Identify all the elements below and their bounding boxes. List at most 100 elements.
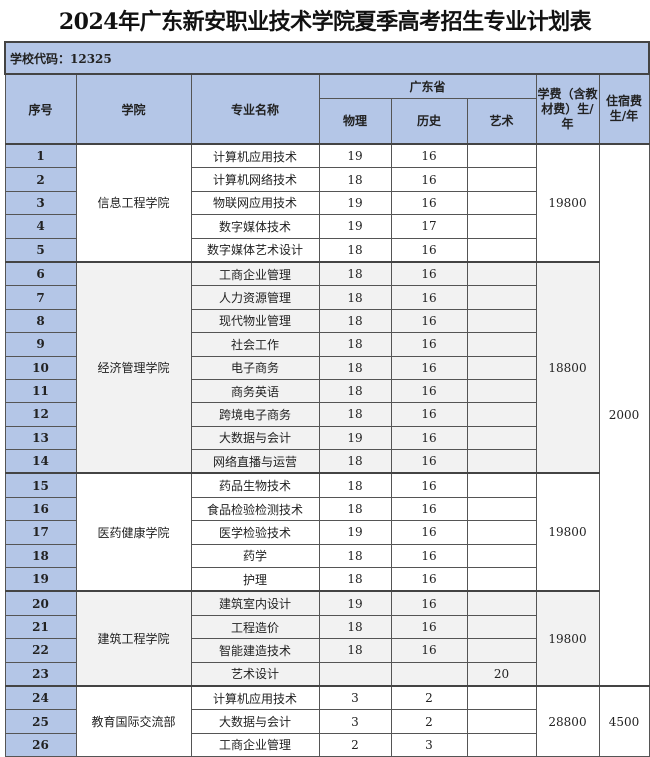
physics-cell: 18 bbox=[318, 167, 392, 192]
major-cell: 社会工作 bbox=[190, 332, 320, 357]
physics-cell: 19 bbox=[318, 214, 392, 239]
table-row: 17 医学检验技术 19 16 bbox=[4, 520, 649, 545]
seq-cell: 21 bbox=[4, 614, 77, 640]
physics-cell bbox=[318, 661, 392, 687]
history-cell: 16 bbox=[390, 308, 468, 334]
art-cell bbox=[466, 378, 537, 404]
table-row: 19 护理 18 16 bbox=[4, 567, 649, 592]
major-cell: 药品生物技术 bbox=[190, 472, 320, 498]
art-cell bbox=[466, 567, 537, 592]
header-physics: 物理 bbox=[318, 97, 392, 145]
table-row: 4 数字媒体技术 19 17 bbox=[4, 214, 649, 239]
history-cell: 16 bbox=[390, 402, 468, 427]
seq-cell: 12 bbox=[4, 402, 77, 427]
art-cell bbox=[466, 590, 537, 616]
history-cell: 16 bbox=[390, 425, 468, 451]
history-cell: 16 bbox=[390, 520, 468, 545]
header-major: 专业名称 bbox=[190, 73, 320, 145]
table-row: 24 教育国际交流部 计算机应用技术 3 2 28800 4500 bbox=[4, 684, 650, 757]
history-cell: 16 bbox=[390, 567, 468, 592]
table-row: 9 社会工作 18 16 bbox=[4, 332, 649, 357]
art-cell bbox=[466, 496, 537, 522]
seq-cell: 13 bbox=[4, 425, 77, 451]
seq-cell: 1 bbox=[4, 143, 77, 169]
major-cell: 人力资源管理 bbox=[190, 285, 320, 310]
major-cell: 电子商务 bbox=[190, 355, 320, 380]
table-row: 22 智能建造技术 18 16 bbox=[4, 638, 649, 663]
table-row: 7 人力资源管理 18 16 bbox=[4, 285, 649, 310]
seq-cell: 23 bbox=[4, 661, 77, 687]
seq-cell: 5 bbox=[4, 237, 77, 263]
enrollment-plan-table: 学校代码：12325 序号 学院 专业名称 广东省 学费（含教材费）生/年 住宿… bbox=[4, 41, 650, 757]
art-cell bbox=[466, 214, 537, 239]
table-row: 13 大数据与会计 19 16 bbox=[4, 425, 649, 451]
physics-cell: 3 bbox=[318, 709, 392, 734]
history-cell: 16 bbox=[390, 143, 468, 169]
major-cell: 工商企业管理 bbox=[190, 732, 320, 757]
history-cell: 16 bbox=[390, 449, 468, 474]
seq-cell: 26 bbox=[4, 732, 77, 757]
physics-cell: 18 bbox=[318, 614, 392, 640]
major-cell: 网络直播与运营 bbox=[190, 449, 320, 474]
school-code: 学校代码：12325 bbox=[4, 41, 650, 75]
art-cell bbox=[466, 285, 537, 310]
seq-cell: 3 bbox=[4, 190, 77, 216]
major-cell: 药学 bbox=[190, 543, 320, 569]
table-row: 6 经济管理学院 工商企业管理 18 16 18800 bbox=[4, 260, 649, 474]
fee-cell: 19800 bbox=[535, 590, 600, 687]
history-cell: 16 bbox=[390, 590, 468, 616]
art-cell bbox=[466, 543, 537, 569]
seq-cell: 8 bbox=[4, 308, 77, 334]
table-row: 12 跨境电子商务 18 16 bbox=[4, 402, 649, 427]
dorm-fee-cell: 2000 bbox=[598, 143, 650, 687]
college-cell: 建筑工程学院 bbox=[75, 590, 192, 687]
physics-cell: 19 bbox=[318, 590, 392, 616]
table-row: 23 艺术设计 20 bbox=[4, 661, 649, 687]
major-cell: 护理 bbox=[190, 567, 320, 592]
table-row: 1 信息工程学院 计算机应用技术 19 16 19800 2000 bbox=[4, 143, 650, 687]
history-cell: 16 bbox=[390, 472, 468, 498]
fee-cell: 18800 bbox=[535, 260, 600, 474]
history-cell: 2 bbox=[390, 709, 468, 734]
major-cell: 计算机应用技术 bbox=[190, 684, 320, 711]
header-history: 历史 bbox=[390, 97, 468, 145]
college-cell: 信息工程学院 bbox=[75, 143, 192, 263]
fee-cell: 19800 bbox=[535, 143, 600, 263]
seq-cell: 19 bbox=[4, 567, 77, 592]
physics-cell: 19 bbox=[318, 143, 392, 169]
history-cell: 16 bbox=[390, 378, 468, 404]
table-row: 11 商务英语 18 16 bbox=[4, 378, 649, 404]
table-row: 8 现代物业管理 18 16 bbox=[4, 308, 649, 334]
physics-cell: 18 bbox=[318, 378, 392, 404]
college-cell: 经济管理学院 bbox=[75, 260, 192, 474]
art-cell bbox=[466, 402, 537, 427]
major-cell: 智能建造技术 bbox=[190, 638, 320, 663]
art-cell bbox=[466, 449, 537, 474]
header-dorm: 住宿费生/年 bbox=[598, 73, 650, 145]
art-cell bbox=[466, 355, 537, 380]
major-cell: 工程造价 bbox=[190, 614, 320, 640]
art-cell bbox=[466, 332, 537, 357]
seq-cell: 15 bbox=[4, 472, 77, 498]
header-art: 艺术 bbox=[466, 97, 537, 145]
seq-cell: 25 bbox=[4, 709, 77, 734]
physics-cell: 18 bbox=[318, 472, 392, 498]
history-cell: 3 bbox=[390, 732, 468, 757]
art-cell bbox=[466, 237, 537, 263]
art-cell bbox=[466, 143, 537, 169]
major-cell: 物联网应用技术 bbox=[190, 190, 320, 216]
art-cell bbox=[466, 684, 537, 711]
seq-cell: 17 bbox=[4, 520, 77, 545]
physics-cell: 18 bbox=[318, 285, 392, 310]
history-cell bbox=[390, 661, 468, 687]
physics-cell: 18 bbox=[318, 355, 392, 380]
college-cell: 教育国际交流部 bbox=[75, 684, 192, 757]
major-cell: 计算机网络技术 bbox=[190, 167, 320, 192]
table-row: 14 网络直播与运营 18 16 bbox=[4, 449, 649, 474]
art-cell bbox=[466, 472, 537, 498]
header-fee: 学费（含教材费）生/年 bbox=[535, 73, 600, 145]
history-cell: 2 bbox=[390, 684, 468, 711]
history-cell: 16 bbox=[390, 332, 468, 357]
table-row: 18 药学 18 16 bbox=[4, 543, 649, 569]
art-cell bbox=[466, 425, 537, 451]
